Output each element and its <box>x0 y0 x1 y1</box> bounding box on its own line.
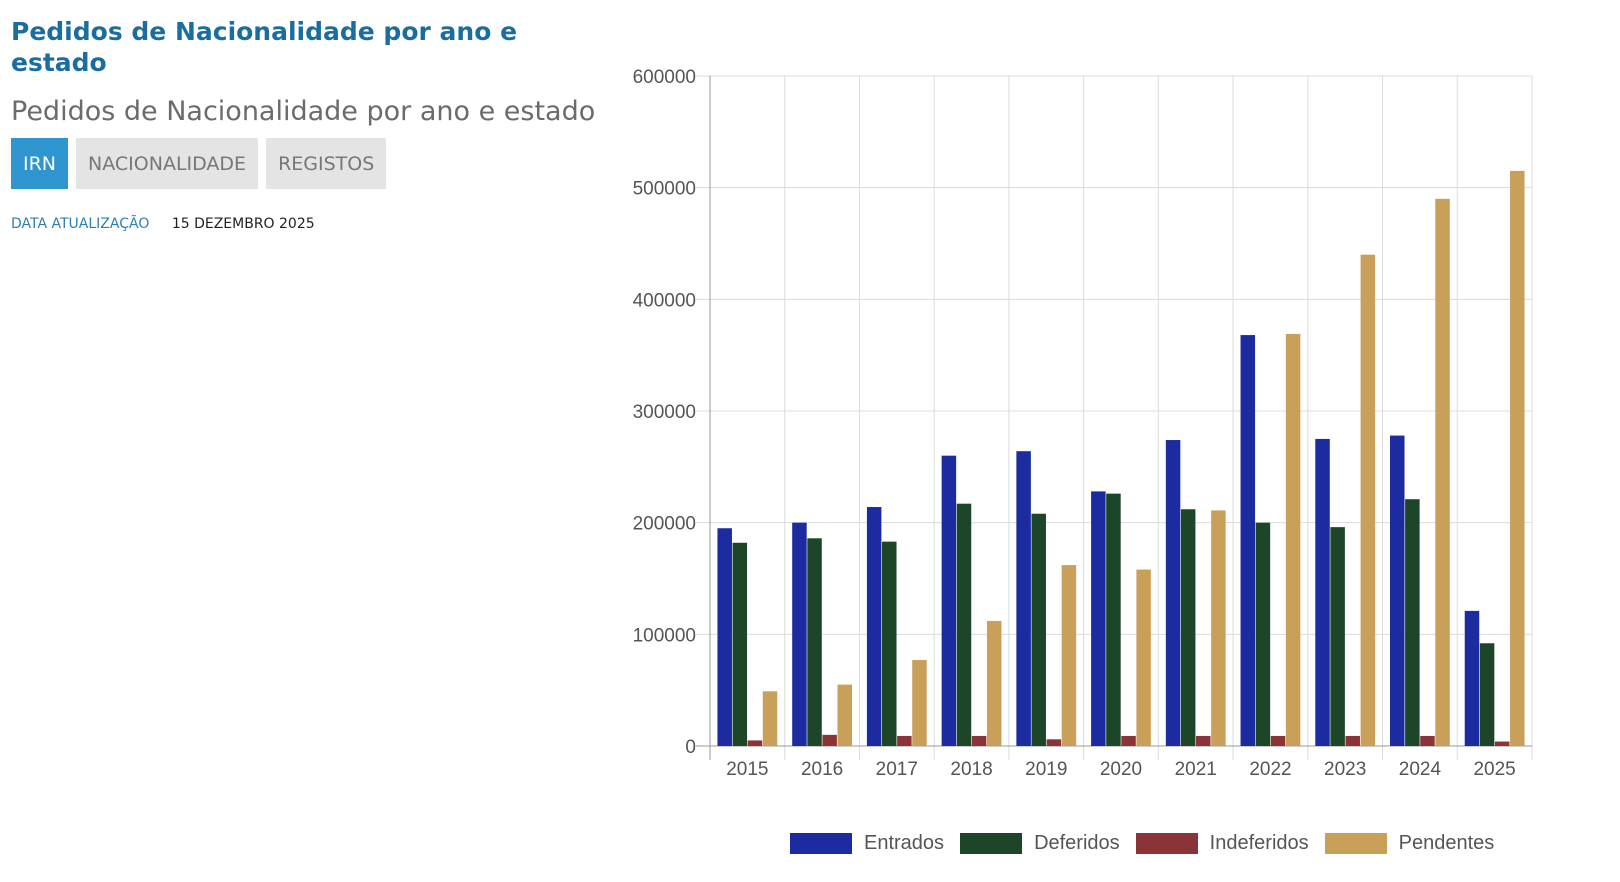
update-date: 15 DEZEMBRO 2025 <box>171 216 315 232</box>
y-tick-label: 200000 <box>633 514 696 535</box>
bar-pendentes-2025 <box>1510 170 1525 747</box>
bar-deferidos-2015 <box>732 542 748 746</box>
bar-entrados-2021 <box>1165 440 1181 746</box>
bar-deferidos-2024 <box>1405 499 1420 746</box>
bar-entrados-2017 <box>866 507 882 746</box>
x-tick-label: 2017 <box>876 759 918 780</box>
legend-swatch-deferidos <box>960 833 1023 854</box>
bar-deferidos-2019 <box>1031 513 1046 746</box>
y-tick-label: 300000 <box>633 402 696 423</box>
bar-deferidos-2022 <box>1255 522 1271 746</box>
bar-pendentes-2020 <box>1136 569 1151 746</box>
update-info: DATA ATUALIZAÇÃO 15 DEZEMBRO 2025 <box>11 216 315 232</box>
bar-pendentes-2016 <box>837 684 852 746</box>
legend-item-entrados[interactable]: Entrados <box>790 832 944 855</box>
tab-registos[interactable]: REGISTOS <box>266 138 387 189</box>
y-tick-label: 600000 <box>633 67 696 88</box>
y-tick-label: 0 <box>685 737 696 758</box>
bar-chart: 0 100000 200000 300000 400000 500000 600000 201… <box>633 67 1533 780</box>
bar-entrados-2015 <box>717 528 732 746</box>
x-tick-label: 2015 <box>726 759 768 780</box>
bar-deferidos-2016 <box>807 538 822 746</box>
legend-item-pendentes[interactable]: Pendentes <box>1324 832 1495 855</box>
bar-deferidos-2023 <box>1330 527 1345 746</box>
bar-entrados-2018 <box>941 455 957 746</box>
bar-pendentes-2019 <box>1061 565 1077 746</box>
bar-pendentes-2018 <box>986 620 1002 746</box>
bar-pendentes-2021 <box>1211 510 1226 746</box>
legend-swatch-entrados <box>790 833 852 854</box>
bar-entrados-2020 <box>1091 491 1106 746</box>
page-heading: Pedidos de Nacionalidade por ano e estad… <box>11 17 518 77</box>
bar-indeferidos-2024 <box>1420 735 1435 746</box>
bar-deferidos-2025 <box>1479 643 1495 746</box>
x-tick-label: 2018 <box>950 759 992 780</box>
bar-entrados-2025 <box>1464 610 1480 746</box>
bar-indeferidos-2020 <box>1121 735 1136 746</box>
bar-pendentes-2022 <box>1285 333 1301 746</box>
bar-entrados-2016 <box>792 522 807 746</box>
y-tick-label: 400000 <box>633 290 696 311</box>
legend-swatch-indeferidos <box>1135 833 1198 854</box>
x-tick-label: 2022 <box>1249 759 1291 780</box>
bar-pendentes-2017 <box>912 660 927 746</box>
y-tick-label: 100000 <box>633 625 696 646</box>
bar-indeferidos-2025 <box>1494 741 1510 746</box>
bar-indeferidos-2015 <box>747 740 763 746</box>
bar-indeferidos-2019 <box>1046 739 1062 746</box>
x-tick-label: 2019 <box>1025 759 1067 780</box>
bar-deferidos-2020 <box>1106 493 1121 746</box>
x-tick-label: 2025 <box>1473 759 1515 780</box>
x-tick-label: 2021 <box>1175 759 1217 780</box>
bar-indeferidos-2016 <box>822 734 837 746</box>
bar-indeferidos-2018 <box>971 735 987 746</box>
legend-item-deferidos[interactable]: Deferidos <box>960 832 1120 855</box>
bar-deferidos-2017 <box>882 541 897 746</box>
bar-entrados-2022 <box>1240 335 1256 746</box>
chart-legend: Entrados Deferidos Indeferidos Pendentes <box>790 832 1494 855</box>
legend-label-pendentes: Pendentes <box>1398 832 1495 854</box>
y-tick-label: 500000 <box>633 179 696 200</box>
bar-entrados-2019 <box>1016 451 1031 746</box>
tab-nacionalidade[interactable]: NACIONALIDADE <box>76 138 259 189</box>
legend-label-indeferidos: Indeferidos <box>1209 832 1309 854</box>
x-tick-label: 2024 <box>1399 759 1442 780</box>
bar-deferidos-2018 <box>956 503 972 746</box>
x-tick-label: 2020 <box>1100 759 1142 780</box>
update-label: DATA ATUALIZAÇÃO <box>11 216 150 232</box>
x-tick-label: 2016 <box>801 759 843 780</box>
bar-indeferidos-2021 <box>1196 735 1211 746</box>
bar-indeferidos-2023 <box>1345 735 1360 746</box>
x-tick-label: 2023 <box>1324 759 1366 780</box>
tab-irn[interactable]: IRN <box>11 138 69 189</box>
bar-entrados-2024 <box>1390 435 1405 746</box>
chart-subheading: Pedidos de Nacionalidade por ano e estad… <box>11 96 596 127</box>
source-tabs: IRN NACIONALIDADE REGISTOS <box>11 138 387 189</box>
bar-entrados-2023 <box>1315 438 1330 746</box>
legend-item-indeferidos[interactable]: Indeferidos <box>1135 832 1309 855</box>
legend-label-entrados: Entrados <box>864 832 945 854</box>
bar-pendentes-2024 <box>1435 198 1450 747</box>
bar-indeferidos-2022 <box>1270 735 1286 746</box>
bar-indeferidos-2017 <box>897 735 912 746</box>
legend-swatch-pendentes <box>1324 833 1387 854</box>
bar-deferidos-2021 <box>1180 509 1196 746</box>
bar-pendentes-2023 <box>1360 254 1376 746</box>
bar-pendentes-2015 <box>762 691 778 746</box>
legend-label-deferidos: Deferidos <box>1034 832 1120 854</box>
